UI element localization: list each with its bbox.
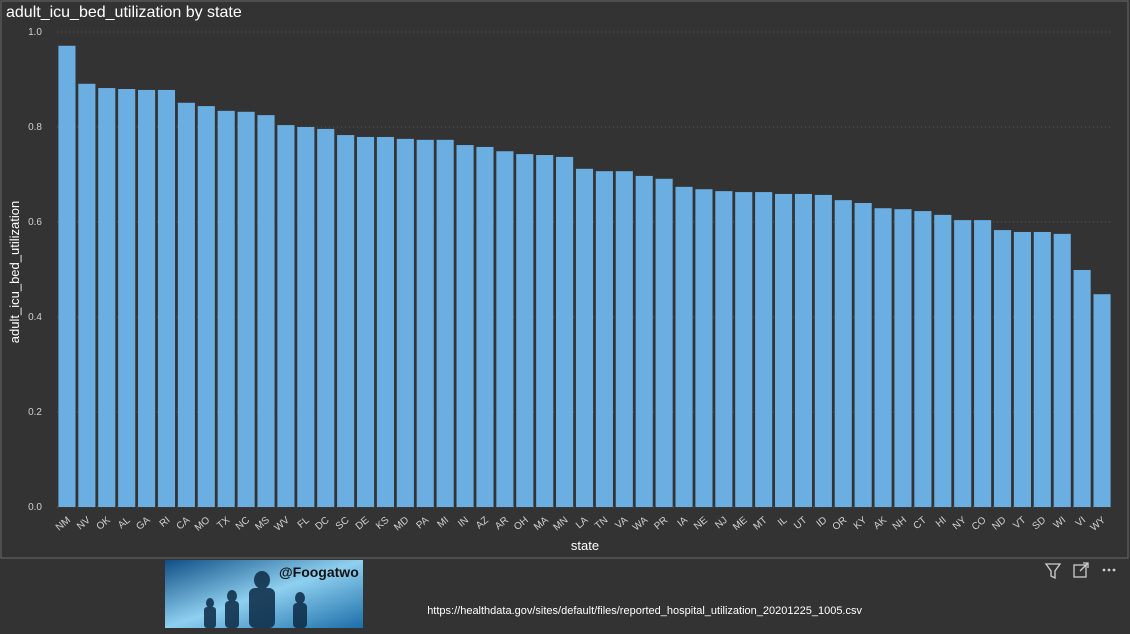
bar — [138, 89, 156, 507]
bar — [237, 111, 255, 508]
source-url: https://healthdata.gov/sites/default/fil… — [427, 605, 862, 617]
bar — [615, 171, 633, 508]
bar — [755, 192, 773, 507]
y-tick-label: 0.2 — [28, 407, 42, 418]
bar — [556, 156, 574, 508]
bar — [436, 139, 454, 507]
image-silhouettes — [204, 571, 307, 628]
bar — [376, 136, 395, 507]
chart-title: adult_icu_bed_utilization by state — [6, 4, 242, 21]
bar — [854, 203, 872, 507]
bar — [356, 136, 375, 507]
bar — [297, 127, 315, 507]
bar — [794, 193, 813, 507]
bar — [874, 208, 892, 507]
bar — [98, 88, 116, 508]
bar — [177, 102, 195, 508]
y-tick-label: 0.4 — [28, 312, 42, 323]
bar — [257, 115, 275, 507]
bar — [58, 45, 76, 508]
bar — [476, 146, 494, 507]
y-tick-label: 0.8 — [28, 122, 42, 133]
bar — [1093, 294, 1111, 507]
bar — [496, 151, 514, 507]
y-tick-label: 0.6 — [28, 217, 42, 228]
bar — [595, 171, 613, 508]
bar — [277, 125, 295, 507]
bar — [1013, 231, 1031, 507]
y-axis-title: adult_icu_bed_utilization — [7, 201, 22, 343]
bar — [655, 178, 673, 507]
bar — [157, 89, 176, 507]
x-axis-title: state — [571, 538, 599, 553]
bar — [575, 168, 594, 508]
bar — [516, 154, 534, 507]
bar — [954, 220, 972, 507]
bar — [1053, 233, 1071, 507]
plot-area: 0.00.20.40.60.81.0NM NV OK AL GA RI CA MO TX NC MS… — [28, 27, 1112, 534]
bar — [774, 193, 793, 507]
bar — [894, 209, 912, 508]
y-tick-label: 0.0 — [28, 502, 42, 513]
bar — [735, 192, 753, 507]
bar — [536, 155, 554, 507]
filter-icon[interactable] — [1044, 563, 1062, 580]
bar — [715, 191, 733, 507]
bar — [993, 230, 1012, 507]
bar — [317, 128, 335, 507]
bar — [456, 145, 474, 508]
more-options-icon[interactable] — [1102, 568, 1116, 572]
bar — [1073, 269, 1091, 507]
bar — [974, 220, 992, 507]
bar — [914, 211, 932, 507]
bar — [635, 175, 653, 508]
focus-mode-icon[interactable] — [1073, 562, 1089, 578]
bar — [695, 189, 713, 507]
bar — [396, 138, 414, 507]
bar — [78, 83, 96, 508]
handle-text: @Foogatwo — [279, 564, 359, 580]
bar — [675, 186, 693, 507]
bar — [217, 110, 235, 507]
bar — [416, 139, 434, 507]
bar — [197, 106, 215, 507]
bar — [934, 214, 952, 507]
bar — [118, 89, 136, 507]
bar — [337, 135, 355, 507]
bar — [834, 200, 852, 507]
bar — [1033, 231, 1051, 507]
y-tick-label: 1.0 — [28, 27, 42, 38]
bar — [814, 194, 832, 508]
x-tick-label: MI — [436, 515, 452, 531]
